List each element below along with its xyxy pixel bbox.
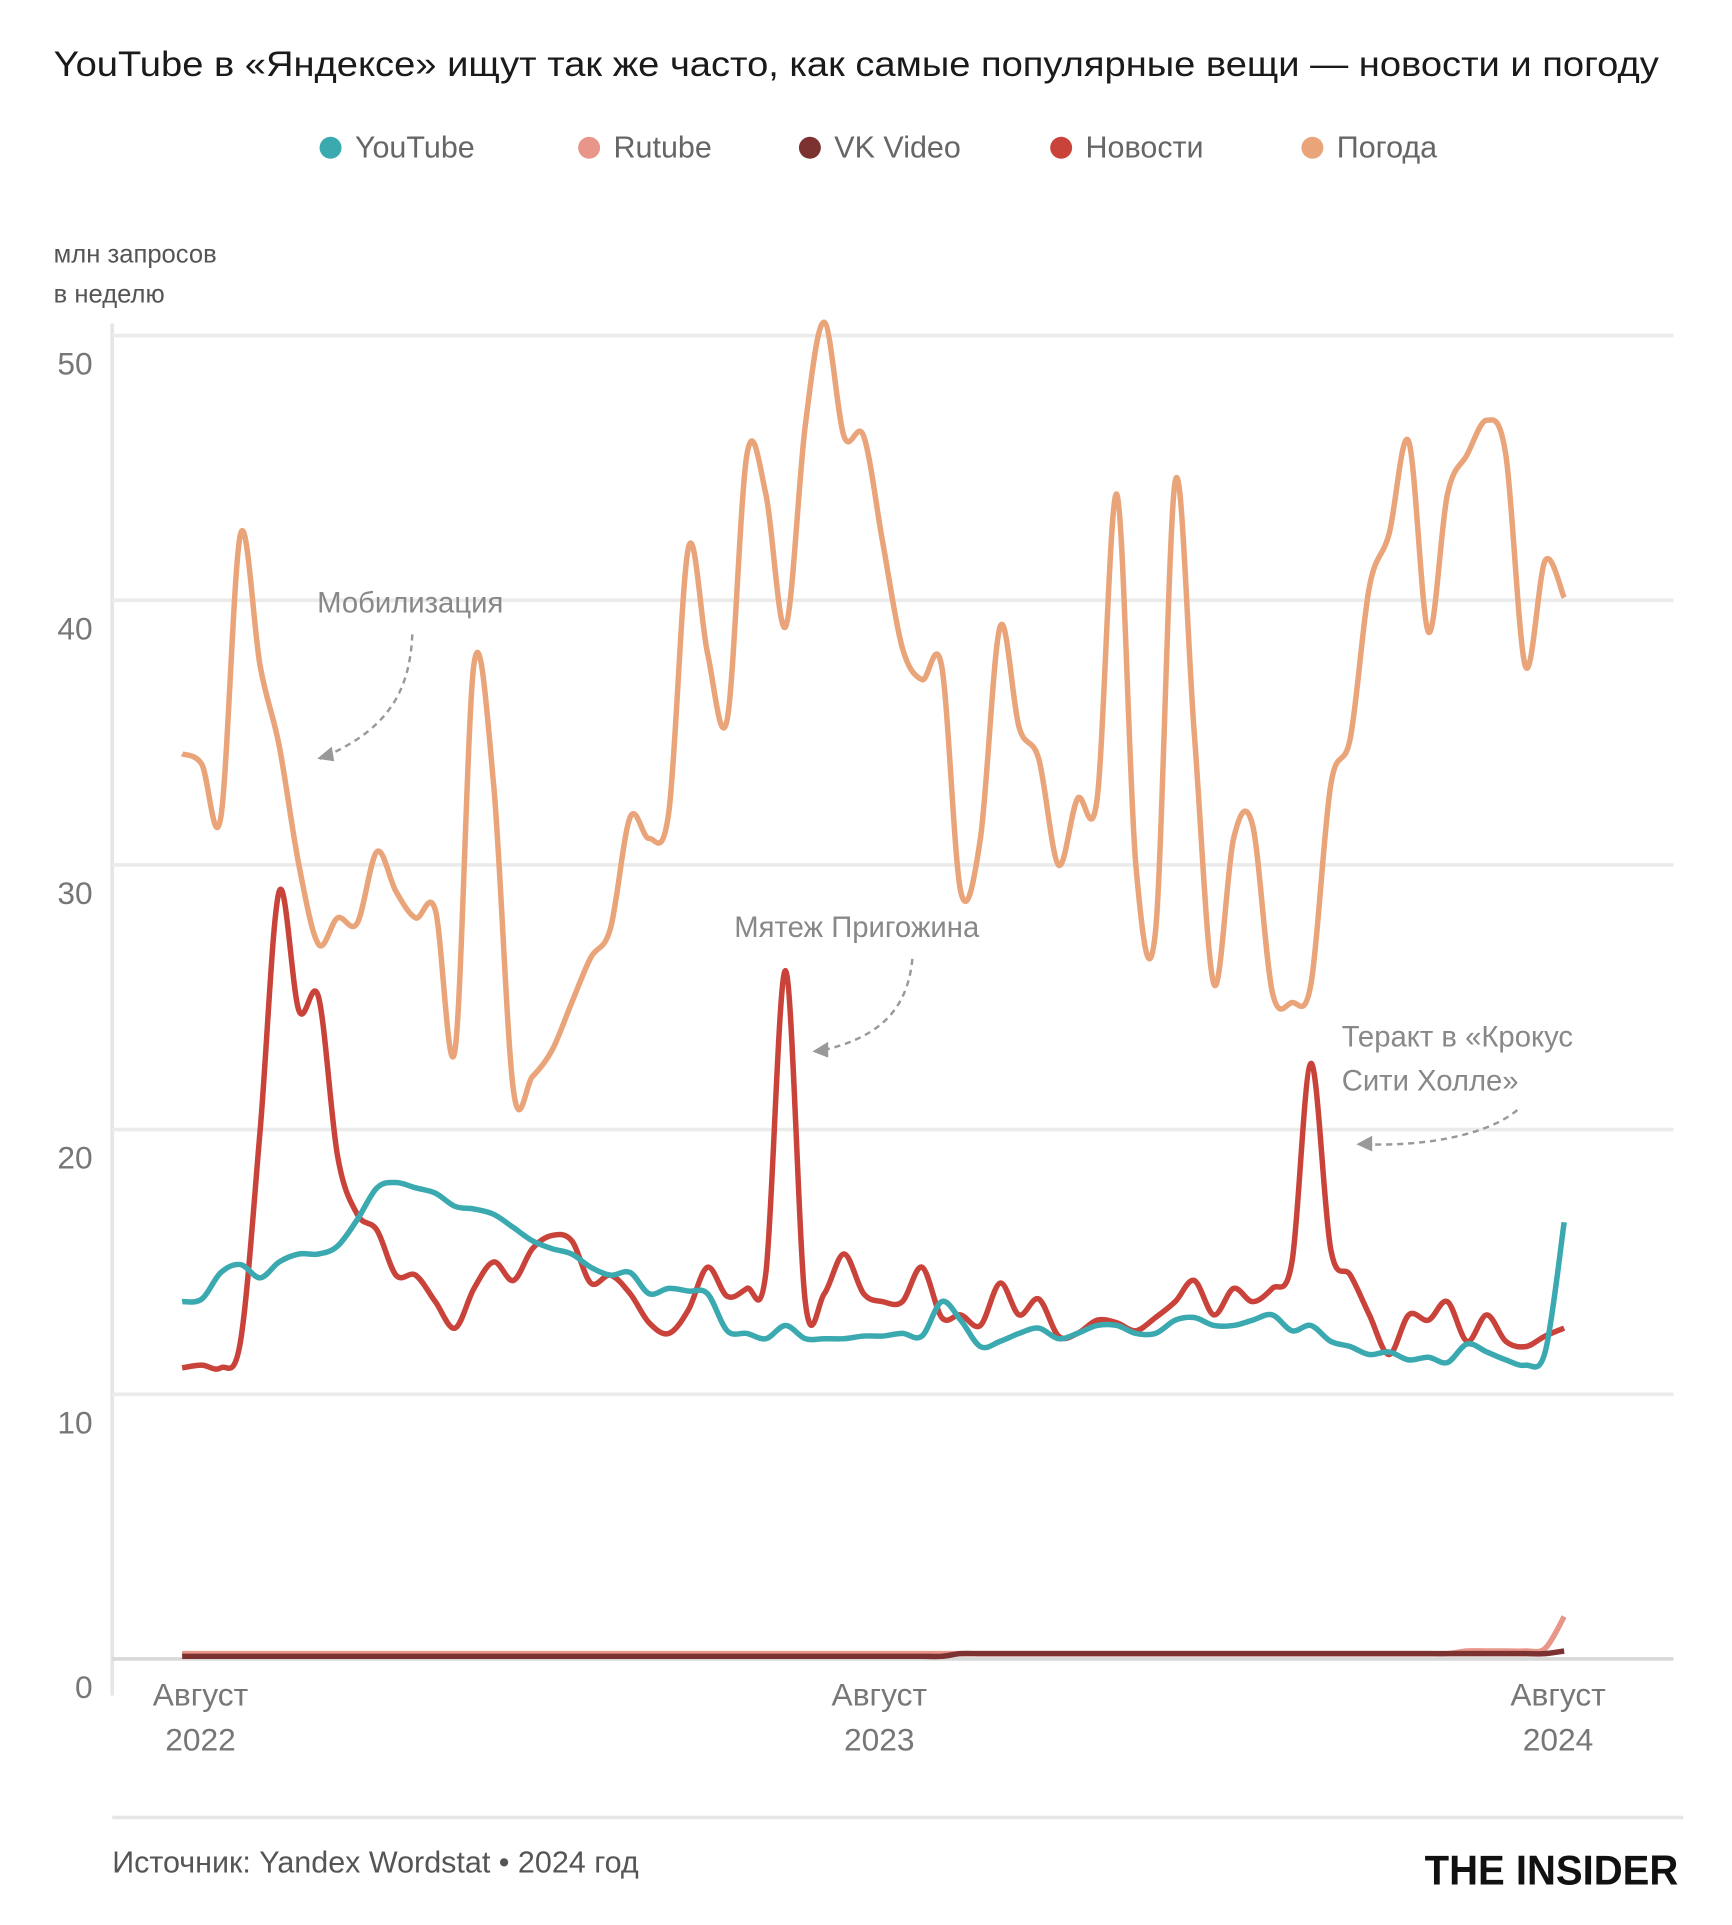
legend-label: VK Video	[834, 130, 961, 164]
annotation: Мятеж Пригожина	[734, 912, 980, 944]
x-tick-label: Август 2024	[1510, 1676, 1605, 1757]
chart-title: YouTube в «Яндексе» ищут так же часто, к…	[54, 45, 1659, 84]
legend-swatch	[1301, 136, 1324, 159]
y-tick-label: 40	[57, 610, 92, 646]
annotation-arrow	[317, 746, 335, 762]
y-tick-label: 10	[57, 1404, 92, 1440]
annotation: Мобилизация	[317, 587, 503, 619]
legend-label: Погода	[1337, 130, 1437, 164]
x-tick-label: Август 2023	[832, 1676, 927, 1757]
legend-label: Rutube	[614, 130, 712, 164]
annotation: Сити Холле»	[1342, 1066, 1519, 1098]
annotation-arrow	[319, 634, 414, 760]
logo: THE INSIDER	[1425, 1847, 1679, 1894]
annotation-arrow	[1356, 1135, 1373, 1152]
y-axis-label: в неделю	[54, 281, 165, 309]
source: Источник: Yandex Wordstat • 2024 год	[112, 1845, 639, 1879]
annotation-arrow	[816, 958, 914, 1053]
series-line	[180, 319, 1567, 1113]
y-tick-label: 0	[75, 1669, 93, 1705]
annotation: Теракт в «Крокус	[1342, 1022, 1573, 1054]
series-line	[182, 1615, 1567, 1657]
legend-label: YouTube	[355, 130, 475, 164]
y-tick-label: 20	[57, 1140, 92, 1176]
x-tick-label: Август 2022	[153, 1676, 248, 1757]
legend-label: Новости	[1086, 130, 1204, 164]
y-axis-label: млн запросов	[54, 240, 217, 268]
legend-swatch	[578, 136, 601, 159]
annotation-arrow	[1363, 1109, 1519, 1146]
annotation-arrow	[812, 1041, 829, 1058]
legend-swatch	[798, 136, 821, 159]
legend-swatch	[319, 136, 342, 159]
legend-swatch	[1050, 136, 1073, 159]
series-line	[182, 1648, 1565, 1660]
y-tick-label: 50	[57, 346, 92, 382]
series-line	[181, 886, 1566, 1372]
y-tick-label: 30	[57, 875, 92, 911]
series-line	[181, 1179, 1567, 1370]
